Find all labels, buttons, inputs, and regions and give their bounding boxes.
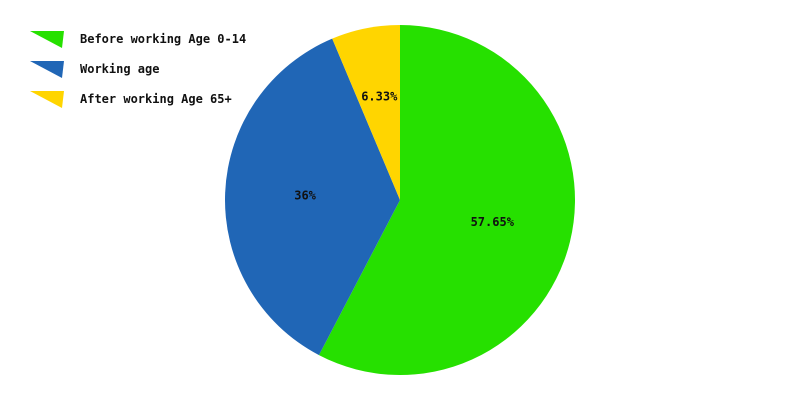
- legend-swatch-before-working-age: [30, 31, 64, 48]
- legend-swatch-shape: [30, 91, 64, 108]
- legend-item-working-age: Working age: [28, 54, 288, 84]
- legend-label-before-working-age: Before working Age 0-14: [80, 32, 247, 46]
- legend: Before working Age 0-14 Working age Afte…: [28, 24, 288, 114]
- pie-slice-label-2: 6.33%: [361, 90, 398, 104]
- legend-item-before-working-age: Before working Age 0-14: [28, 24, 288, 54]
- legend-label-working-age: Working age: [80, 62, 160, 76]
- pie-slice-1: [224, 38, 400, 356]
- pie-slice-0: [318, 25, 576, 375]
- legend-swatch-shape: [30, 31, 64, 48]
- pie-slice-label-1: 36%: [294, 189, 316, 203]
- legend-item-after-working-age: After working Age 65+: [28, 84, 288, 114]
- legend-label-after-working-age: After working Age 65+: [80, 92, 232, 106]
- legend-swatch-after-working-age: [30, 91, 64, 108]
- pie-slice-2: [332, 25, 400, 200]
- pie-slice-label-0: 57.65%: [471, 215, 515, 229]
- legend-swatch-working-age: [30, 61, 64, 78]
- legend-swatch-shape: [30, 61, 64, 78]
